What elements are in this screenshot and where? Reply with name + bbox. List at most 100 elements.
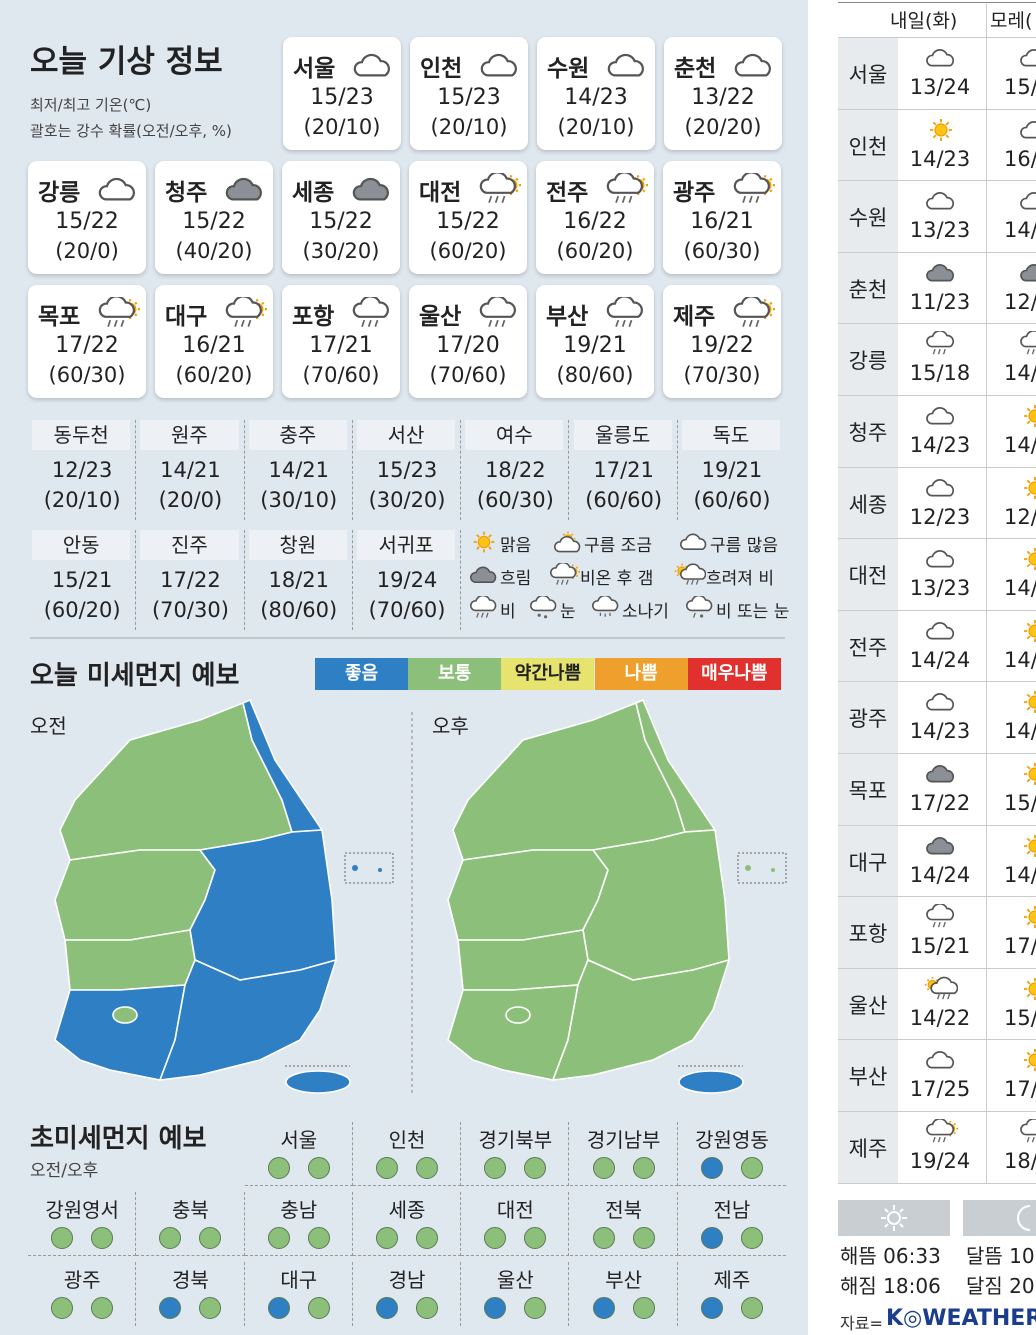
row [838, 395, 1036, 467]
temperature: 15/18 [909, 361, 971, 386]
city-card: 울산 17/20 (70/60) [409, 285, 527, 398]
level-dot [307, 1157, 330, 1179]
city-name: 인천 [420, 56, 463, 82]
weather-icon [468, 563, 500, 587]
temperature: 14/ [1004, 218, 1036, 243]
level-dot [307, 1297, 330, 1319]
day-header: 모레( [990, 10, 1033, 32]
level-dot [199, 1297, 222, 1319]
temperature: 17/ [1004, 934, 1036, 959]
city-card: 전주 16/22 (60/20) [536, 161, 654, 274]
temperature: 15/23 [310, 85, 374, 110]
region-name: 전북 [605, 1198, 643, 1222]
dust-title: 오늘 미세먼지 예보 [30, 661, 240, 691]
temperature: 13/23 [909, 218, 971, 243]
level-dot [307, 1227, 330, 1249]
temperature: 14/ [1004, 719, 1036, 744]
table-head: 서귀포 [356, 530, 456, 560]
temperature: 15/22 [55, 209, 119, 234]
legend-label: 비 또는 눈 [716, 602, 790, 622]
city-col [838, 396, 898, 467]
weather-icon [924, 904, 958, 930]
temperature: 15/22 [436, 209, 500, 234]
legend-label: 흐려져 비 [706, 569, 774, 589]
ultrafine-cell [244, 1122, 353, 1186]
temperature: 13/24 [909, 75, 971, 99]
rain-prob: (40/20) [175, 239, 253, 263]
rain-prob: (20/0) [55, 239, 119, 263]
ultrafine-cell [136, 1192, 245, 1256]
ultrafine-cell [352, 1122, 462, 1186]
row [838, 681, 1036, 753]
level-swatch: 매우나쁨 [687, 658, 781, 690]
level-dot [159, 1297, 182, 1319]
city-col [838, 181, 898, 252]
level-swatch: 좋음 [315, 658, 408, 690]
row [838, 753, 1036, 825]
ultrafine-title: 초미세먼지 예보 [30, 1124, 207, 1154]
temperature: 15/ [1004, 1005, 1036, 1030]
level-dot [267, 1157, 290, 1179]
city-card: 청주 15/22 (40/20) [155, 161, 273, 274]
city-name: 제주 [848, 1137, 888, 1161]
temperature: 14/ [1004, 647, 1036, 672]
weather-icon [732, 49, 776, 82]
legend-label: 맑음 [500, 536, 532, 556]
weather-icon [1018, 1119, 1036, 1145]
temperature: 18/21 [268, 568, 329, 592]
ultrafine-subtitle: 오전/오후 [30, 1161, 99, 1181]
city-name: 대전 [419, 180, 462, 206]
level-dot [159, 1227, 182, 1249]
temperature: 15/23 [437, 85, 501, 110]
ultrafine-cell [352, 1192, 462, 1256]
level-dot [416, 1297, 439, 1319]
weather-icon [924, 976, 958, 1002]
level-dot [740, 1157, 763, 1179]
weather-icon [477, 297, 521, 330]
city-name: 제주 [673, 304, 716, 330]
city-col [838, 38, 898, 109]
city-name: 포항 [292, 304, 335, 330]
weather-icon [924, 833, 958, 859]
weather-icon [924, 475, 958, 501]
table-cell: 서산 15/23 (30/20) [353, 420, 462, 520]
today-panel: 오늘 기상 정보 최저/최고 기온(℃) 괄호는 강수 확률(오전/오후, %)… [0, 0, 808, 1335]
rain-prob: (60/30) [683, 239, 761, 263]
map-label: 오후 [432, 714, 469, 738]
region-name: 울산 [496, 1268, 534, 1292]
rain-prob: (70/30) [683, 363, 761, 387]
temperature: 12/23 [51, 458, 113, 482]
ultrafine-cell [245, 1262, 353, 1326]
weather-icon [604, 173, 648, 206]
rain-prob: (20/20) [684, 115, 762, 139]
city-name: 전주 [546, 180, 589, 206]
legend-label: 비온 후 갬 [580, 569, 654, 589]
temperature: 14/22 [909, 1005, 971, 1030]
level-dot [51, 1297, 74, 1319]
weather-icon [924, 331, 958, 357]
temperature: 14/ [1004, 361, 1036, 386]
region-name: 부산 [605, 1268, 643, 1292]
region-name: 충북 [172, 1198, 209, 1222]
region-name: 강원영동 [695, 1128, 769, 1152]
city-name: 강릉 [848, 349, 888, 374]
city-name: 목포 [38, 304, 81, 330]
table-head: 충주 [248, 420, 347, 450]
rain-prob: (80/60) [260, 598, 338, 622]
weather-icon [924, 761, 958, 787]
level-dot [416, 1227, 439, 1249]
rain-prob: (20/10) [43, 488, 121, 512]
level-dot [199, 1227, 222, 1249]
city-name: 대구 [165, 304, 208, 330]
city-card: 수원 14/23 (20/10) [537, 37, 655, 150]
moon-icon [1017, 1205, 1031, 1231]
weather-icon [1022, 976, 1036, 1001]
level-dot [592, 1157, 615, 1179]
weather-icon [605, 49, 649, 82]
city-name: 서울 [293, 56, 336, 82]
temperature: 17/22 [909, 791, 971, 815]
temperature: 17/ [1004, 1077, 1036, 1102]
city-col [838, 539, 898, 610]
region-name: 경기남부 [586, 1128, 661, 1152]
city-name: 부산 [546, 304, 589, 330]
